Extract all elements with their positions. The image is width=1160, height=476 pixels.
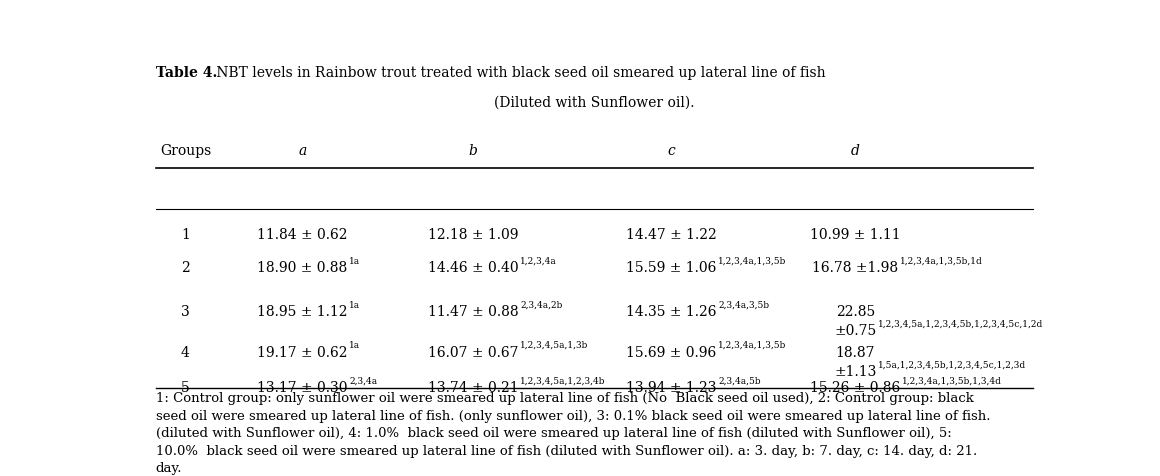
Text: 15.69 ± 0.96: 15.69 ± 0.96 <box>625 345 716 359</box>
Text: NBT levels in Rainbow trout treated with black seed oil smeared up lateral line : NBT levels in Rainbow trout treated with… <box>212 66 826 80</box>
Text: 2,3,4a,2b: 2,3,4a,2b <box>520 300 563 309</box>
Text: 1a: 1a <box>349 300 361 309</box>
Text: Groups: Groups <box>160 143 211 157</box>
Text: 2,3,4a,3,5b: 2,3,4a,3,5b <box>718 300 769 309</box>
Text: ±0.75: ±0.75 <box>834 324 876 337</box>
Text: 13.17 ± 0.30: 13.17 ± 0.30 <box>258 380 348 394</box>
Text: 1: Control group: only sunflower oil were smeared up lateral line of fish (No  B: 1: Control group: only sunflower oil wer… <box>155 391 991 474</box>
Text: 19.17 ± 0.62: 19.17 ± 0.62 <box>258 345 348 359</box>
Text: 2: 2 <box>181 260 190 275</box>
Text: 1: 1 <box>181 228 190 241</box>
Text: 14.46 ± 0.40: 14.46 ± 0.40 <box>428 260 519 275</box>
Text: 3: 3 <box>181 305 190 318</box>
Text: 10.99 ± 1.11: 10.99 ± 1.11 <box>810 228 900 241</box>
Text: 15.26 ± 0.86: 15.26 ± 0.86 <box>810 380 900 394</box>
Text: 5: 5 <box>181 380 190 394</box>
Text: 1,2,3,4,5a,1,2,3,4b: 1,2,3,4,5a,1,2,3,4b <box>520 376 606 385</box>
Text: 1,5a,1,2,3,4,5b,1,2,3,4,5c,1,2,3d: 1,5a,1,2,3,4,5b,1,2,3,4,5c,1,2,3d <box>878 359 1027 368</box>
Text: c: c <box>667 143 675 157</box>
Text: 11.84 ± 0.62: 11.84 ± 0.62 <box>258 228 348 241</box>
Text: Table 4.: Table 4. <box>155 66 217 80</box>
Text: 1,2,3,4,5a,1,2,3,4,5b,1,2,3,4,5c,1,2d: 1,2,3,4,5a,1,2,3,4,5b,1,2,3,4,5c,1,2d <box>878 319 1043 328</box>
Text: 14.35 ± 1.26: 14.35 ± 1.26 <box>625 305 716 318</box>
Text: 2,3,4a: 2,3,4a <box>349 376 377 385</box>
Text: 13.94 ± 1.23: 13.94 ± 1.23 <box>625 380 716 394</box>
Text: 1,2,3,4a,1,3,5b,1d: 1,2,3,4a,1,3,5b,1d <box>900 256 983 265</box>
Text: b: b <box>469 143 478 157</box>
Text: 18.87: 18.87 <box>835 345 875 359</box>
Text: 1,2,3,4,5a,1,3b: 1,2,3,4,5a,1,3b <box>520 340 588 349</box>
Text: 16.78 ±1.98: 16.78 ±1.98 <box>812 260 898 275</box>
Text: ±1.13: ±1.13 <box>834 364 877 378</box>
Text: 2,3,4a,5b: 2,3,4a,5b <box>718 376 761 385</box>
Text: 1,2,3,4a,1,3,5b,1,3,4d: 1,2,3,4a,1,3,5b,1,3,4d <box>902 376 1002 385</box>
Text: 1,2,3,4a,1,3,5b: 1,2,3,4a,1,3,5b <box>718 340 786 349</box>
Text: 22.85: 22.85 <box>835 305 875 318</box>
Text: 18.95 ± 1.12: 18.95 ± 1.12 <box>258 305 348 318</box>
Text: 11.47 ± 0.88: 11.47 ± 0.88 <box>428 305 519 318</box>
Text: 16.07 ± 0.67: 16.07 ± 0.67 <box>428 345 519 359</box>
Text: 1a: 1a <box>349 256 361 265</box>
Text: 15.59 ± 1.06: 15.59 ± 1.06 <box>625 260 716 275</box>
Text: (Diluted with Sunflower oil).: (Diluted with Sunflower oil). <box>494 96 695 109</box>
Text: 18.90 ± 0.88: 18.90 ± 0.88 <box>258 260 348 275</box>
Text: d: d <box>850 143 860 157</box>
Text: a: a <box>298 143 306 157</box>
Text: 1,2,3,4a,1,3,5b: 1,2,3,4a,1,3,5b <box>718 256 786 265</box>
Text: 12.18 ± 1.09: 12.18 ± 1.09 <box>428 228 519 241</box>
Text: 14.47 ± 1.22: 14.47 ± 1.22 <box>625 228 716 241</box>
Text: 1a: 1a <box>349 340 361 349</box>
Text: 1,2,3,4a: 1,2,3,4a <box>520 256 557 265</box>
Text: 13.74 ± 0.21: 13.74 ± 0.21 <box>428 380 519 394</box>
Text: 4: 4 <box>181 345 190 359</box>
